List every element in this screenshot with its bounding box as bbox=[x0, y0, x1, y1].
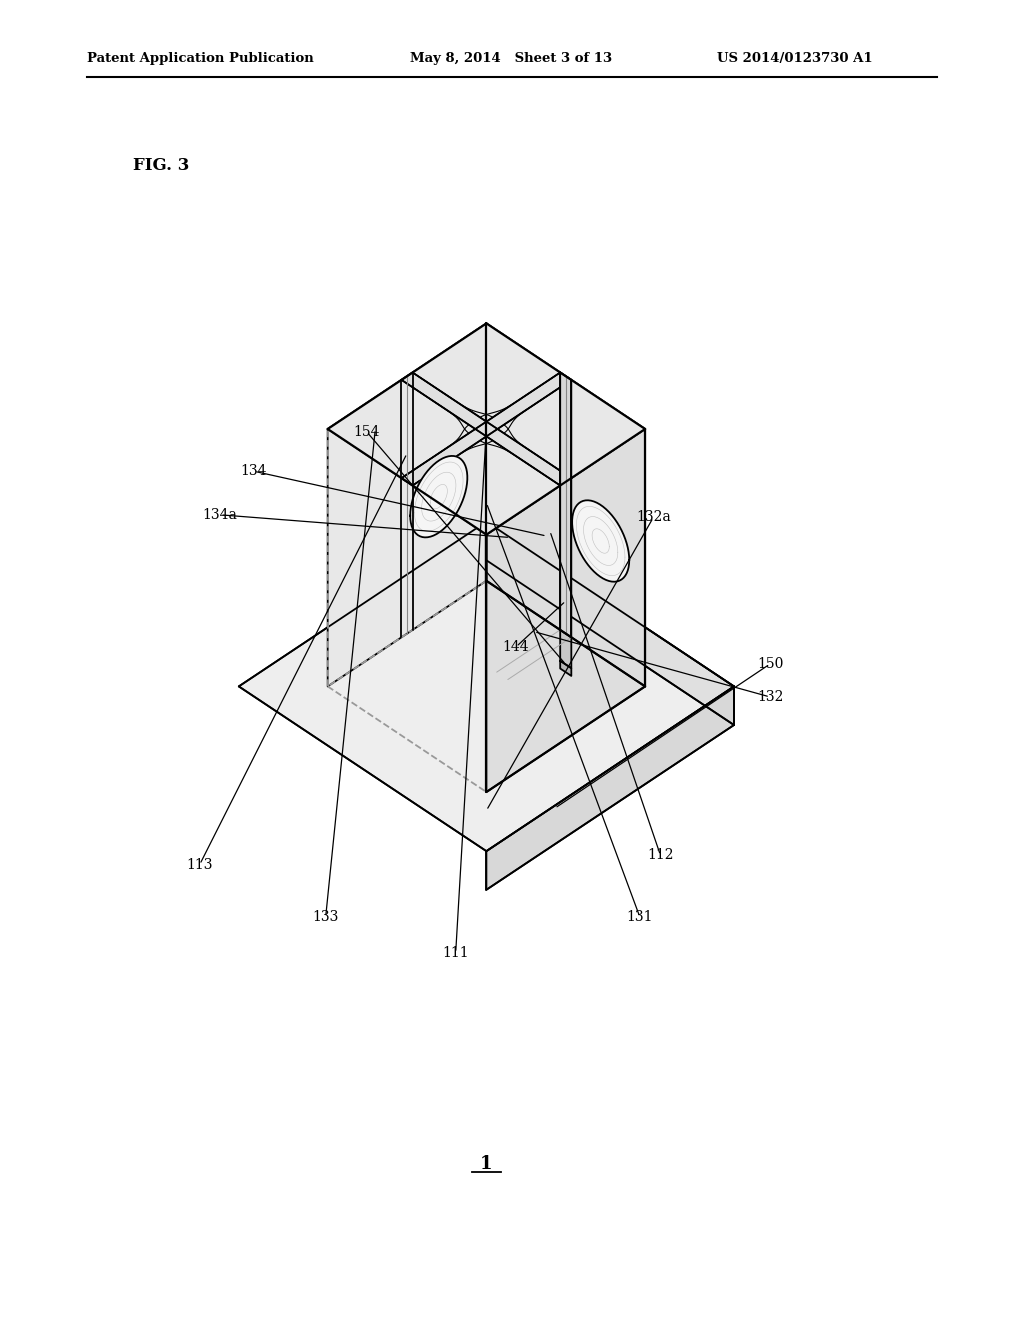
Polygon shape bbox=[401, 372, 571, 486]
Text: 133: 133 bbox=[312, 911, 339, 924]
Polygon shape bbox=[498, 380, 645, 478]
Text: 134a: 134a bbox=[203, 508, 238, 521]
Text: 132a: 132a bbox=[636, 511, 671, 524]
Text: FIG. 3: FIG. 3 bbox=[133, 157, 189, 173]
Polygon shape bbox=[560, 661, 571, 676]
Polygon shape bbox=[328, 323, 486, 686]
Text: 112: 112 bbox=[647, 849, 674, 862]
Text: 144: 144 bbox=[503, 640, 529, 653]
Polygon shape bbox=[486, 521, 734, 725]
Polygon shape bbox=[572, 500, 629, 582]
Polygon shape bbox=[486, 323, 645, 686]
Text: US 2014/0123730 A1: US 2014/0123730 A1 bbox=[717, 51, 872, 65]
Text: 113: 113 bbox=[186, 858, 213, 871]
Polygon shape bbox=[413, 437, 560, 535]
Polygon shape bbox=[560, 372, 571, 638]
Polygon shape bbox=[401, 372, 571, 486]
Polygon shape bbox=[239, 521, 734, 851]
Text: Patent Application Publication: Patent Application Publication bbox=[87, 51, 313, 65]
Polygon shape bbox=[328, 323, 645, 535]
Polygon shape bbox=[328, 380, 475, 478]
Text: 131: 131 bbox=[627, 911, 653, 924]
Text: 111: 111 bbox=[442, 946, 469, 960]
Polygon shape bbox=[560, 630, 571, 668]
Text: May 8, 2014   Sheet 3 of 13: May 8, 2014 Sheet 3 of 13 bbox=[410, 51, 611, 65]
Text: 132: 132 bbox=[757, 690, 783, 704]
Text: 150: 150 bbox=[757, 657, 783, 671]
Polygon shape bbox=[411, 455, 467, 537]
Text: 154: 154 bbox=[353, 425, 380, 438]
Polygon shape bbox=[413, 323, 560, 421]
Text: 134: 134 bbox=[241, 465, 267, 478]
Text: 1: 1 bbox=[480, 1155, 493, 1173]
Polygon shape bbox=[486, 686, 734, 890]
Polygon shape bbox=[486, 429, 645, 792]
